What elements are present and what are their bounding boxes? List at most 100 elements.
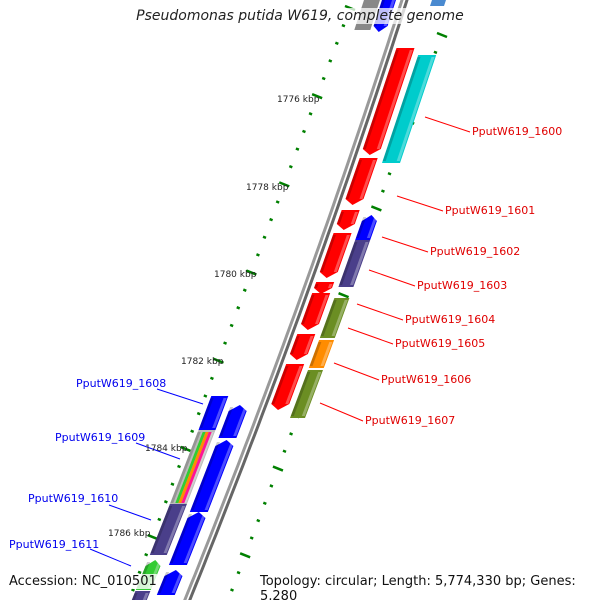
tick-mark	[170, 482, 175, 486]
map-title: Pseudomonas putida W619, complete genome	[0, 8, 600, 24]
tick-mark	[380, 189, 385, 193]
tick-mark	[302, 129, 306, 134]
cds-forward	[362, 48, 415, 155]
gene-label-1610[interactable]: PputW619_1610	[28, 492, 119, 505]
gene-leader-line	[424, 116, 471, 133]
tick-mark	[308, 112, 313, 116]
tick-mark	[282, 449, 287, 454]
tick-mark-major	[180, 445, 192, 453]
gene-label-1604[interactable]: PputW619_1604	[405, 313, 496, 326]
cds-forward-highlight	[315, 295, 329, 324]
gene-label-1607[interactable]: PputW619_1607	[365, 414, 456, 427]
tick-mark	[131, 588, 135, 592]
cds-multicolor-stripe	[181, 432, 212, 503]
cds-reverse	[218, 405, 247, 438]
cds-forward-shade	[301, 295, 315, 324]
tick-mark-major	[338, 291, 350, 299]
cds-purple-outer-highlight	[163, 506, 186, 553]
map-title-text: Pseudomonas putida W619, complete genome	[134, 8, 466, 24]
kbp-label: 1786 kbp	[108, 529, 151, 539]
tick-mark	[262, 235, 267, 240]
tick-mark	[209, 376, 214, 381]
tick-mark	[321, 76, 326, 81]
cds-blue-highlight	[366, 217, 378, 238]
cds-forward-highlight	[376, 50, 413, 149]
cds-reverse	[156, 570, 183, 595]
tick-mark	[341, 23, 346, 28]
tick-mark	[334, 41, 339, 46]
cds-orange-shade	[309, 342, 322, 366]
gene-label-1606[interactable]: PputW619_1606	[381, 373, 472, 386]
cds-forward-shade	[289, 336, 300, 354]
cds-orange-highlight	[320, 342, 333, 366]
gene-label-1603[interactable]: PputW619_1603	[417, 279, 508, 292]
gene-label-1602[interactable]: PputW619_1602	[430, 245, 521, 258]
tick-mark	[236, 306, 241, 310]
cds-cyan-shade	[382, 57, 421, 161]
cds-reverse-shade	[219, 407, 234, 436]
cds-forward-highlight	[359, 160, 376, 199]
cds-forward-highlight	[303, 336, 314, 354]
cds-forward	[289, 334, 316, 360]
tick-mark	[255, 253, 260, 257]
gene-label-1600[interactable]: PputW619_1600	[472, 125, 563, 138]
cds-reverse-shade	[169, 514, 192, 563]
cds-forward-highlight	[350, 212, 358, 224]
cds-multicolor-shade	[170, 432, 201, 503]
tick-mark	[163, 500, 168, 504]
tick-mark-major	[245, 269, 257, 276]
gene-leader-line	[356, 303, 404, 321]
tick-mark	[387, 171, 392, 176]
gene-leader-line	[333, 362, 380, 381]
cds-forward-shade	[345, 160, 362, 199]
tick-mark	[295, 147, 300, 151]
cds-blue-shade	[355, 217, 367, 238]
tick-mark	[144, 552, 149, 557]
cds-forward	[345, 158, 378, 205]
gene-leader-line	[108, 504, 152, 521]
cds-olive-highlight	[301, 372, 322, 416]
tick-mark	[137, 570, 142, 575]
cds-reverse-shade	[157, 572, 170, 593]
kbp-label: 1780 kbp	[214, 270, 257, 280]
cds-reverse-outer	[198, 396, 229, 430]
genome-summary-text: Topology: circular; Length: 5,774,330 bp…	[260, 574, 600, 600]
tick-mark	[190, 429, 195, 434]
cds-forward-highlight	[328, 284, 333, 288]
gene-leader-line	[396, 195, 444, 212]
cds-olive-shade	[290, 372, 311, 416]
backbone	[188, 0, 409, 600]
tick-mark	[256, 518, 261, 523]
tick-mark	[249, 536, 254, 540]
cds-cyan-highlight	[396, 57, 435, 161]
cds-cyan	[382, 55, 437, 163]
tick-mark	[269, 217, 274, 222]
gene-label-1601[interactable]: PputW619_1601	[445, 204, 536, 217]
gene-label-1608[interactable]: PputW619_1608	[76, 377, 167, 390]
gene-label-1609[interactable]: PputW619_1609	[55, 431, 146, 444]
cds-reverse-highlight	[171, 572, 184, 593]
tick-mark	[328, 59, 333, 63]
tick-mark	[289, 432, 294, 436]
accession-text: Accession: NC_010501	[9, 574, 157, 589]
cds-olive	[290, 370, 323, 418]
tick-mark-major	[147, 533, 159, 541]
cds-forward-shade	[336, 212, 344, 224]
cds-forward-shade	[319, 235, 336, 272]
cds-olive-shade	[320, 300, 337, 336]
tick-mark-major	[239, 552, 251, 559]
cds-olive-highlight	[331, 300, 348, 336]
gene-label-1605[interactable]: PputW619_1605	[395, 337, 486, 350]
gene-label-1611[interactable]: PputW619_1611	[9, 538, 100, 551]
kbp-label: 1776 kbp	[277, 95, 320, 105]
gene-leader-line	[381, 236, 429, 253]
cds-olive	[319, 298, 350, 338]
tick-mark	[288, 164, 293, 169]
cds-forward-highlight	[285, 366, 303, 404]
tick-mark	[177, 464, 181, 469]
kbp-label: 1784 kbp	[145, 444, 188, 454]
tick-mark	[262, 501, 267, 506]
tick-mark-major	[436, 31, 448, 39]
